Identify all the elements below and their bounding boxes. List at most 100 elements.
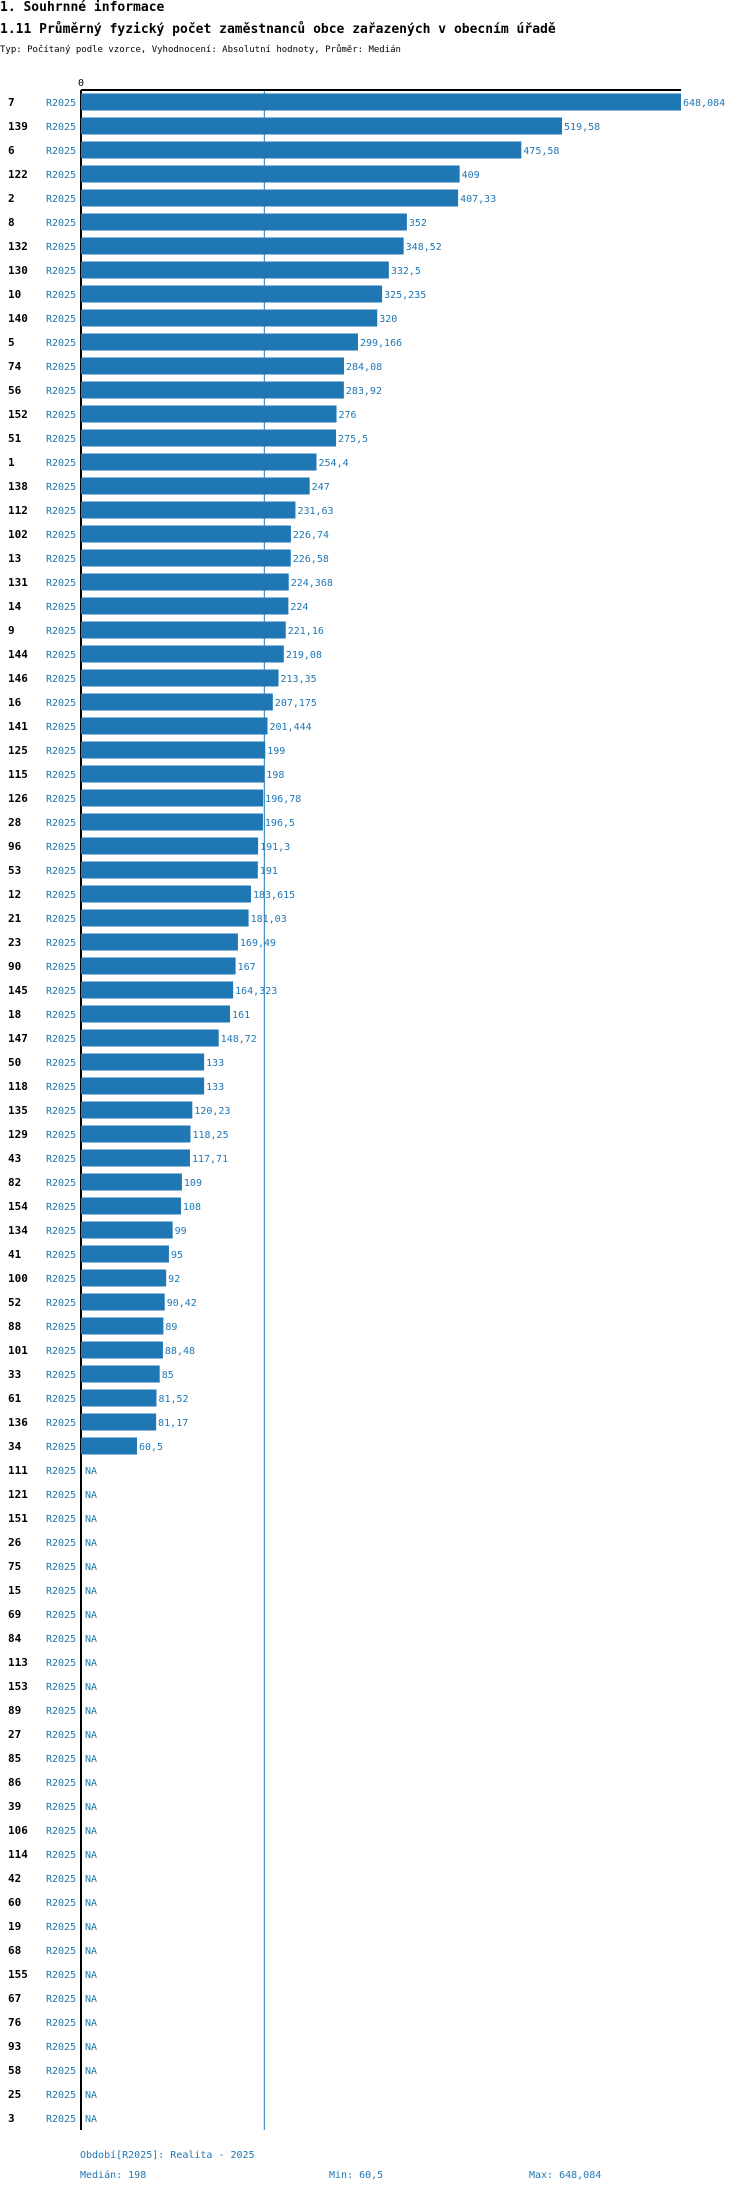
period-label: R2025 [46,314,76,325]
bar [81,1125,191,1143]
value-label: 475,58 [523,146,559,157]
value-label: 60,5 [139,1442,163,1453]
category-label: 118 [8,1080,28,1093]
period-label: R2025 [46,986,76,997]
category-label: 121 [8,1488,28,1501]
category-label: 145 [8,984,28,997]
category-label: 69 [8,1608,21,1621]
period-label: R2025 [46,1322,76,1333]
bar [81,549,291,567]
period-label: R2025 [46,1586,76,1597]
value-label: 231,63 [297,506,333,517]
bar [81,1005,231,1023]
value-label: NA [85,1562,97,1573]
bar [81,1245,169,1263]
category-label: 52 [8,1296,21,1309]
period-label: R2025 [46,1346,76,1357]
value-label: NA [85,1754,97,1765]
bar [81,1197,181,1215]
bar [81,837,259,855]
bar [81,693,273,711]
period-note: Období[R2025]: Realita - 2025 [80,2150,255,2161]
category-label: 155 [8,1968,28,1981]
value-label: 181,03 [251,914,287,925]
period-label: R2025 [46,122,76,133]
category-label: 61 [8,1392,22,1405]
value-label: 348,52 [406,242,442,253]
period-label: R2025 [46,1034,76,1045]
median-label: Medián: 198 [80,2170,147,2181]
value-label: 519,58 [564,122,600,133]
period-label: R2025 [46,1946,76,1957]
period-label: R2025 [46,794,76,805]
period-label: R2025 [46,98,76,109]
category-label: 14 [8,600,22,613]
period-label: R2025 [46,1658,76,1669]
section-heading: 1. Souhrnné informace [0,0,165,15]
category-label: 132 [8,240,28,253]
category-label: 10 [8,288,21,301]
bar [81,597,289,615]
period-label: R2025 [46,1538,76,1549]
bar [81,765,265,783]
period-label: R2025 [46,554,76,565]
category-label: 76 [8,2016,22,2029]
value-label: 191,3 [260,842,290,853]
bar [81,957,236,975]
category-label: 27 [8,1728,21,1741]
period-label: R2025 [46,1490,76,1501]
bar [81,981,234,999]
category-label: 90 [8,960,21,973]
category-label: 102 [8,528,28,541]
value-label: 221,16 [288,626,324,637]
value-label: NA [85,1658,97,1669]
period-label: R2025 [46,1418,76,1429]
category-label: 50 [8,1056,21,1069]
value-label: NA [85,1610,97,1621]
period-label: R2025 [46,506,76,517]
category-label: 135 [8,1104,28,1117]
category-label: 16 [8,696,22,709]
value-label: 332,5 [391,266,421,277]
value-label: 409 [462,170,480,181]
category-label: 122 [8,168,28,181]
period-label: R2025 [46,386,76,397]
period-label: R2025 [46,746,76,757]
category-label: 113 [8,1656,28,1669]
period-label: R2025 [46,890,76,901]
value-label: 196,78 [265,794,301,805]
bar [81,453,317,471]
period-label: R2025 [46,482,76,493]
category-label: 152 [8,408,28,421]
category-label: 34 [8,1440,22,1453]
value-label: 276 [339,410,357,421]
value-label: 85 [162,1370,174,1381]
category-label: 28 [8,816,21,829]
value-label: 88,48 [165,1346,195,1357]
value-label: 352 [409,218,427,229]
value-label: NA [85,1970,97,1981]
category-label: 112 [8,504,28,517]
max-label: Max: 648,084 [529,2170,602,2181]
category-label: 82 [8,1176,21,1189]
category-label: 33 [8,1368,21,1381]
period-label: R2025 [46,1514,76,1525]
period-label: R2025 [46,1466,76,1477]
period-label: R2025 [46,602,76,613]
category-label: 126 [8,792,28,805]
category-label: 58 [8,2064,21,2077]
period-label: R2025 [46,2042,76,2053]
period-label: R2025 [46,1298,76,1309]
category-label: 7 [8,96,15,109]
category-label: 13 [8,552,21,565]
value-label: NA [85,1802,97,1813]
category-label: 136 [8,1416,28,1429]
period-label: R2025 [46,1394,76,1405]
category-label: 151 [8,1512,28,1525]
category-label: 25 [8,2088,21,2101]
category-label: 153 [8,1680,28,1693]
category-label: 3 [8,2112,15,2125]
value-label: 95 [171,1250,183,1261]
value-label: 89 [165,1322,177,1333]
